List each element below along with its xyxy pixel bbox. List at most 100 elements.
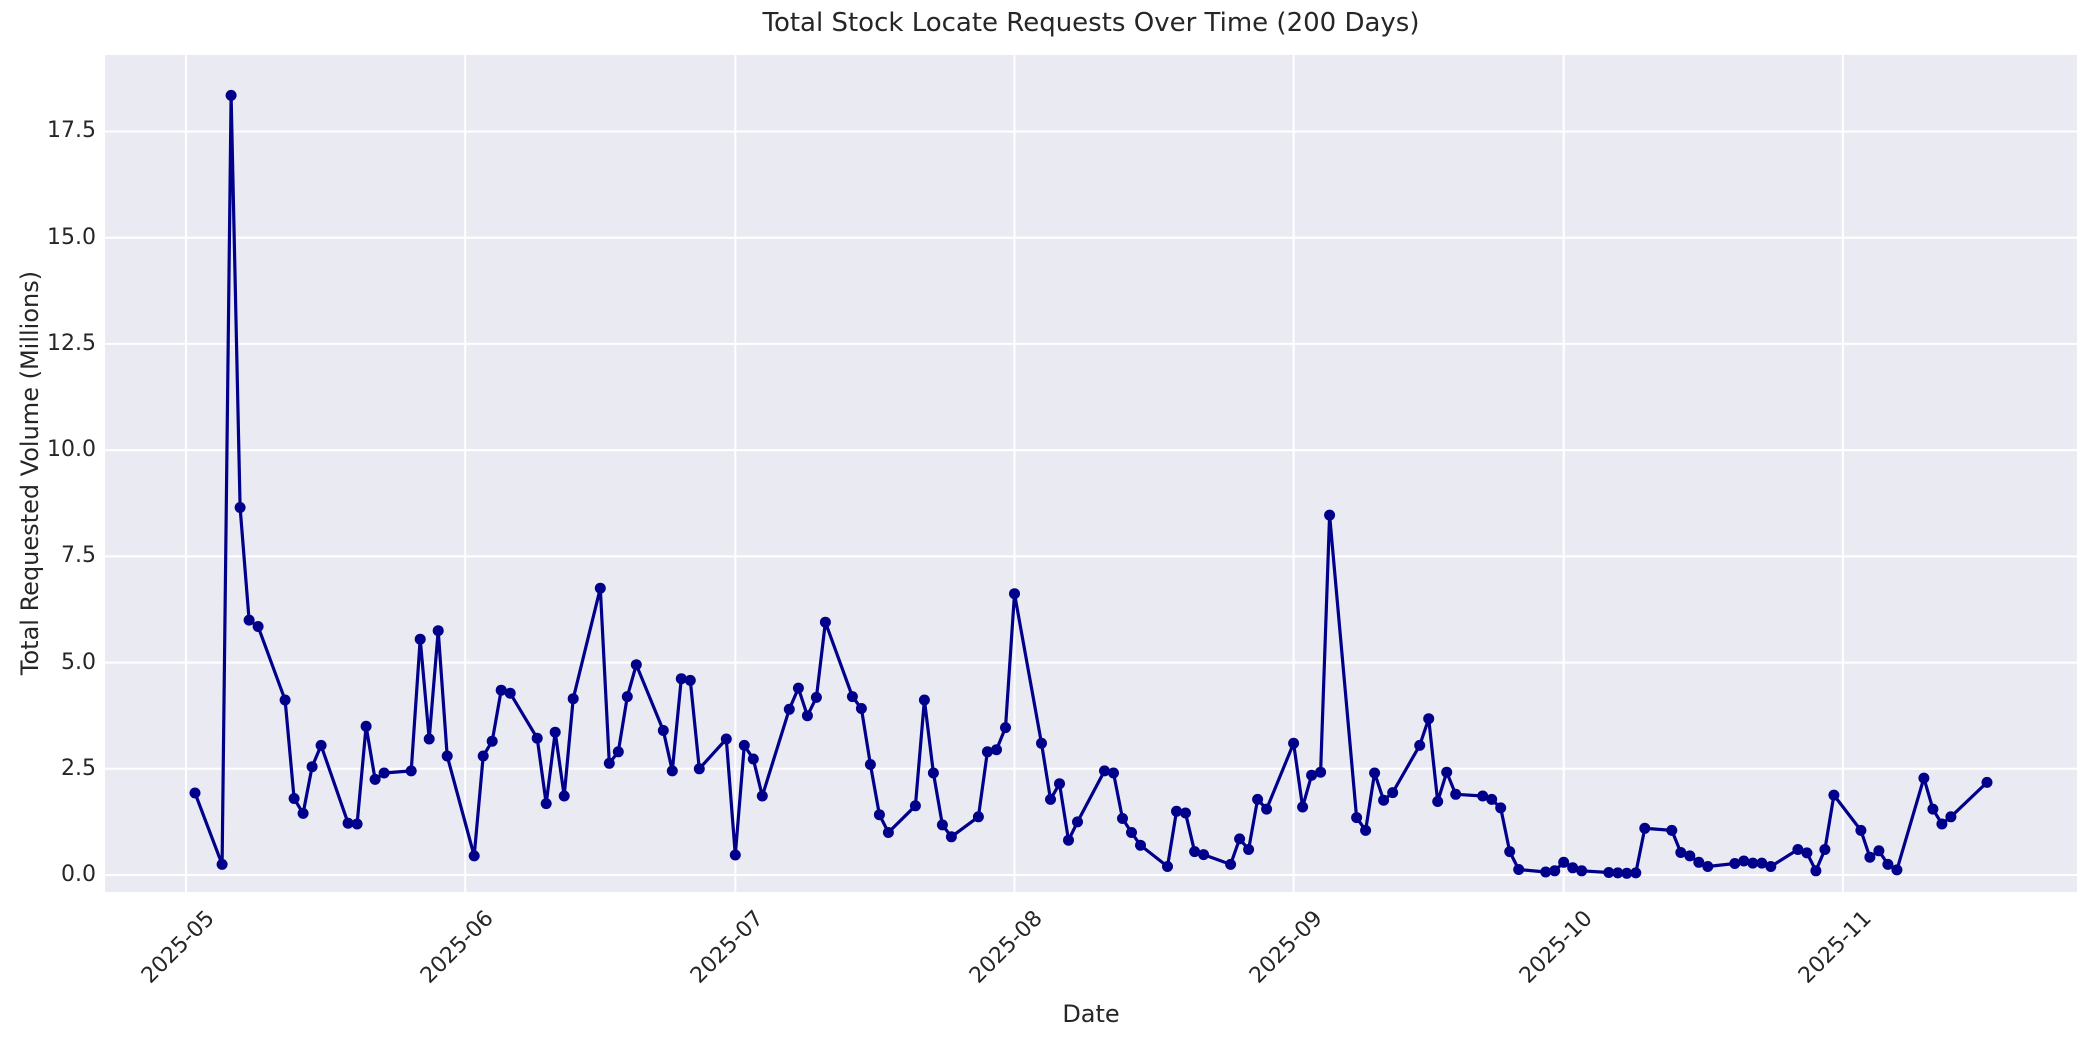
data-point-marker [675, 673, 687, 685]
data-point-marker [1324, 509, 1336, 521]
data-point-marker [1234, 833, 1246, 845]
data-point-marker [657, 725, 669, 736]
data-point-marker [1612, 867, 1624, 879]
data-point-marker [1360, 824, 1372, 836]
data-point-marker [414, 633, 426, 645]
data-point-marker [630, 659, 642, 671]
data-point-marker [792, 682, 804, 694]
data-point-marker [423, 733, 435, 745]
data-point-marker [855, 703, 867, 714]
data-point-marker [1639, 822, 1651, 834]
data-point-marker [1891, 864, 1903, 876]
data-point-marker [1693, 856, 1705, 868]
data-point-marker [486, 735, 498, 747]
data-point-marker [747, 753, 759, 765]
data-point-marker [405, 765, 417, 777]
data-point-marker [1873, 845, 1885, 857]
data-point-marker [873, 809, 885, 821]
y-tick-label: 12.5 [47, 330, 96, 356]
axes-background [105, 55, 2077, 892]
data-point-marker [1765, 861, 1777, 872]
data-point-marker [1261, 803, 1273, 815]
data-point-marker [1918, 772, 1930, 784]
data-point-marker [1441, 766, 1453, 778]
data-point-marker [918, 694, 930, 706]
data-point-marker [1576, 865, 1588, 877]
data-point-marker [1675, 847, 1687, 858]
data-point-marker [1135, 839, 1146, 851]
data-point-marker [1882, 858, 1894, 870]
data-point-marker [1378, 794, 1390, 806]
data-point-marker [1063, 834, 1074, 846]
data-point-marker [306, 761, 318, 773]
data-point-marker [819, 616, 831, 628]
data-point-marker [1108, 767, 1119, 779]
data-point-marker [1225, 858, 1237, 870]
data-point-marker [693, 763, 705, 775]
data-point-marker [1387, 787, 1399, 799]
data-point-marker [1936, 818, 1948, 830]
data-point-marker [756, 790, 768, 802]
data-point-marker [972, 811, 984, 823]
y-tick-label: 10.0 [47, 437, 96, 463]
data-point-marker [1621, 867, 1633, 879]
data-point-marker [1558, 856, 1570, 868]
data-point-marker [1981, 776, 1993, 788]
data-point-marker [882, 827, 894, 838]
data-point-marker [729, 849, 741, 861]
data-point-marker [1045, 793, 1056, 805]
data-point-marker [504, 687, 516, 699]
data-point-marker [477, 750, 489, 762]
data-point-marker [1000, 722, 1011, 734]
data-point-marker [1756, 857, 1768, 869]
data-point-marker [1630, 867, 1642, 879]
x-axis-label: Date [1062, 1000, 1120, 1028]
data-point-marker [1477, 790, 1489, 802]
data-point-marker [1945, 811, 1957, 823]
data-point-marker [1819, 844, 1831, 855]
data-point-marker [1450, 788, 1462, 800]
data-point-marker [846, 691, 858, 703]
chart-title: Total Stock Locate Requests Over Time (2… [762, 8, 1420, 38]
data-point-marker [1117, 813, 1128, 824]
data-point-marker [189, 787, 201, 799]
data-point-marker [1828, 789, 1840, 801]
data-point-marker [1855, 824, 1867, 836]
y-tick-label: 5.0 [61, 649, 96, 675]
data-point-marker [1054, 778, 1065, 790]
data-point-marker [909, 800, 921, 812]
data-point-marker [1504, 846, 1516, 858]
data-point-marker [351, 818, 363, 830]
y-tick-label: 0.0 [61, 862, 96, 887]
data-point-marker [225, 89, 237, 101]
data-point-marker [1864, 851, 1876, 863]
data-point-marker [1126, 827, 1137, 838]
data-point-marker [1072, 816, 1083, 828]
data-point-marker [1495, 802, 1507, 814]
data-point-marker [1288, 737, 1300, 749]
data-point-marker [594, 582, 606, 594]
data-point-marker [1252, 793, 1264, 805]
data-point-marker [1297, 801, 1309, 813]
data-point-marker [1306, 769, 1318, 781]
data-point-marker [540, 798, 552, 810]
data-point-marker [441, 750, 453, 762]
data-point-marker [666, 765, 678, 777]
data-point-marker [1549, 865, 1561, 877]
data-point-marker [378, 767, 390, 779]
data-point-marker [567, 693, 579, 705]
data-point-marker [279, 694, 291, 706]
data-point-marker [1729, 858, 1741, 869]
data-point-marker [1171, 805, 1182, 817]
data-point-marker [297, 807, 309, 819]
data-point-marker [369, 773, 381, 785]
data-point-marker [810, 691, 822, 703]
data-point-marker [801, 710, 813, 722]
data-point-marker [558, 790, 570, 802]
data-point-marker [720, 733, 732, 745]
data-point-marker [432, 625, 444, 637]
y-tick-label: 15.0 [47, 224, 96, 250]
data-point-marker [243, 614, 255, 626]
data-point-marker [783, 703, 795, 715]
